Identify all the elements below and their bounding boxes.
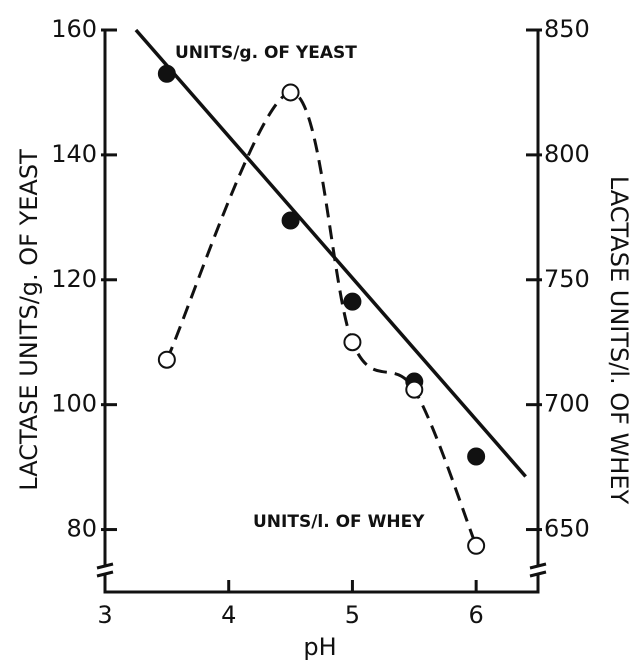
y2-tick-label: 800 — [544, 140, 590, 168]
x-tick-label: 6 — [469, 601, 484, 629]
x-tick-label: 4 — [221, 601, 236, 629]
y-tick-label: 80 — [66, 515, 97, 543]
y-tick-label: 160 — [51, 15, 97, 43]
y2-tick-label: 750 — [544, 265, 590, 293]
x-axis-label: pH — [303, 633, 336, 661]
data-point — [343, 292, 362, 311]
data-point — [343, 333, 362, 352]
y2-axis-label: LACTASE UNITS/l. OF WHEY — [605, 176, 633, 505]
whey-annotation: UNITS/l. OF WHEY — [253, 512, 425, 532]
y2-tick-label: 700 — [544, 390, 590, 418]
axis-line — [103, 30, 540, 594]
data-point — [467, 447, 486, 466]
dashed-curve — [165, 90, 478, 547]
data-point — [405, 380, 424, 399]
x-tick-label: 3 — [97, 601, 112, 629]
data-point — [157, 350, 176, 369]
y2-tick-label: 650 — [544, 515, 590, 543]
data-point — [281, 211, 300, 230]
data-point — [467, 536, 486, 555]
yeast-annotation: UNITS/g. OF YEAST — [175, 43, 357, 63]
y-tick-label: 100 — [51, 390, 97, 418]
x-tick-label: 5 — [345, 601, 360, 629]
data-point — [281, 83, 300, 102]
y2-tick-label: 850 — [544, 15, 590, 43]
y-axis-label: LACTASE UNITS/g. OF YEAST — [15, 149, 43, 491]
y-tick-label: 120 — [51, 265, 97, 293]
data-point — [157, 64, 176, 83]
axis-break — [96, 562, 547, 578]
y-tick-label: 140 — [51, 140, 97, 168]
fit-line — [134, 28, 527, 478]
